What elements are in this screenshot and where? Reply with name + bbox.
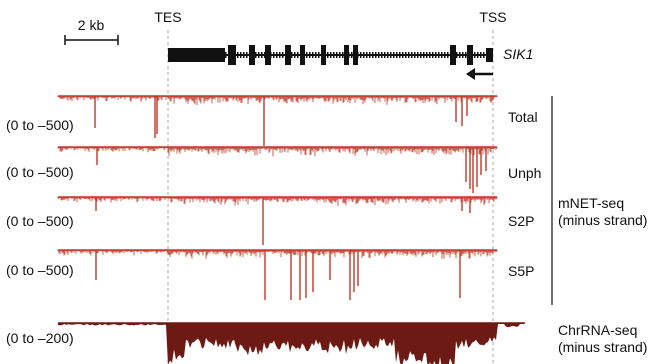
scale-bar-label: 2 kb: [78, 17, 105, 33]
exon: [285, 45, 291, 65]
track-s5p: [57, 249, 498, 300]
signal-bars: [57, 147, 498, 157]
track-label-total: Total: [508, 109, 538, 125]
signal-bars: [57, 96, 498, 105]
group-label-line2: (minus strand): [558, 212, 647, 228]
group-label-line1: mNET-seq: [558, 195, 624, 211]
track-total: [57, 95, 498, 146]
exon: [300, 45, 305, 65]
tes-label: TES: [154, 9, 181, 25]
signal-bars: [57, 250, 498, 259]
track-label-unph: Unph: [508, 165, 541, 181]
tss-label: TSS: [479, 9, 506, 25]
track-unph: [57, 146, 498, 193]
scale-bar: 2 kb: [64, 17, 119, 45]
exon: [450, 45, 456, 65]
exon: [265, 45, 271, 65]
track-chrrna: [58, 322, 525, 364]
track-range-s5p: (0 to –500): [6, 262, 74, 278]
track-label-s2p: S2P: [508, 213, 534, 229]
exon: [249, 45, 255, 65]
exon: [467, 45, 473, 65]
track-s2p: [57, 196, 498, 245]
track-range-total: (0 to –500): [6, 117, 74, 133]
signal-bars: [57, 197, 498, 206]
exon: [486, 48, 493, 62]
chrrna-signal-area: [58, 323, 525, 364]
track-range-chrrna: (0 to –200): [6, 330, 74, 346]
track-label-s5p: S5P: [508, 263, 534, 279]
strand-arrow-icon: [466, 68, 493, 80]
track-range-unph: (0 to –500): [6, 164, 74, 180]
gene-name: SIK1: [503, 46, 533, 62]
track-range-s2p: (0 to –500): [6, 213, 74, 229]
exon: [228, 45, 236, 65]
signal-tracks: [57, 95, 525, 364]
chr-label-line1: ChrRNA-seq: [558, 322, 637, 338]
exon: [321, 45, 326, 65]
chr-label-line2: (minus strand): [558, 339, 647, 355]
exon: [353, 45, 358, 65]
exon: [168, 48, 225, 62]
exon: [344, 45, 349, 65]
gene-model: SIK1: [168, 45, 533, 65]
